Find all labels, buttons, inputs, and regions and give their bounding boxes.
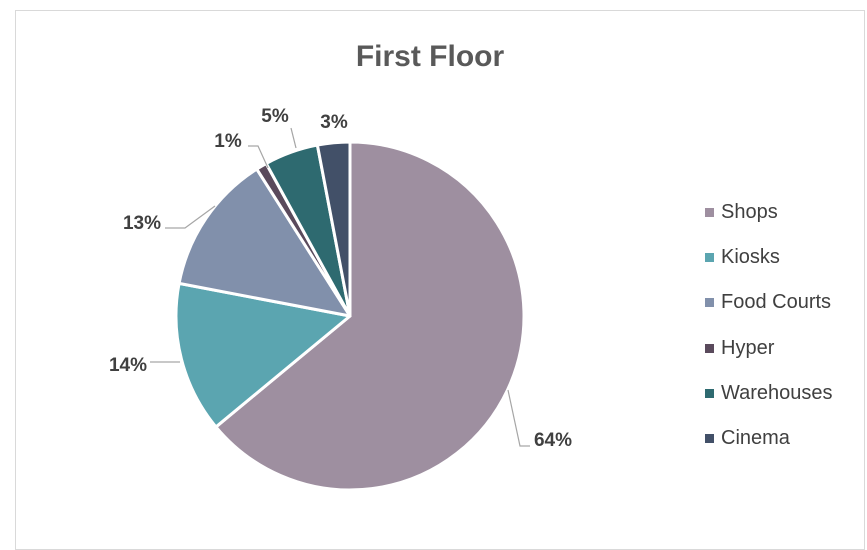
leader-line (165, 205, 216, 229)
legend-item: Cinema (705, 416, 833, 461)
legend-swatch (705, 343, 714, 353)
pie-slice-shops (214, 140, 526, 492)
legend-label: Food Courts (721, 291, 832, 314)
pie-slice-kiosks (174, 281, 352, 429)
legend-swatch (705, 298, 714, 308)
legend-swatch (705, 253, 714, 263)
legend-item: Kiosks (705, 235, 833, 280)
data-label: 14% (109, 355, 147, 376)
legend-swatch (705, 434, 714, 444)
legend-label: Kiosks (721, 246, 780, 269)
leader-line (507, 389, 530, 447)
legend-label: Shops (721, 201, 778, 224)
data-label: 1% (214, 131, 242, 152)
legend-item: Shops (705, 190, 833, 235)
data-label: 13% (123, 213, 161, 234)
data-label: 64% (534, 430, 572, 451)
legend-swatch (705, 388, 714, 398)
data-label: 5% (261, 106, 289, 127)
chart-title: First Floor (355, 40, 505, 73)
pie-slice-food-courts (177, 167, 352, 318)
legend-label: Warehouses (721, 381, 833, 404)
legend-item: Warehouses (705, 371, 833, 416)
legend-item: Hyper (705, 326, 833, 371)
legend-label: Hyper (721, 336, 775, 359)
legend-swatch (705, 208, 714, 218)
legend-label: Cinema (721, 427, 790, 450)
leader-line (290, 127, 297, 149)
legend: Shops Kiosks Food Courts Hyper Warehouses Cin… (705, 190, 833, 461)
legend-item: Food Courts (705, 280, 833, 325)
leader-line (248, 145, 269, 169)
pie-slice-cinema (315, 140, 352, 318)
data-label: 3% (320, 112, 348, 133)
